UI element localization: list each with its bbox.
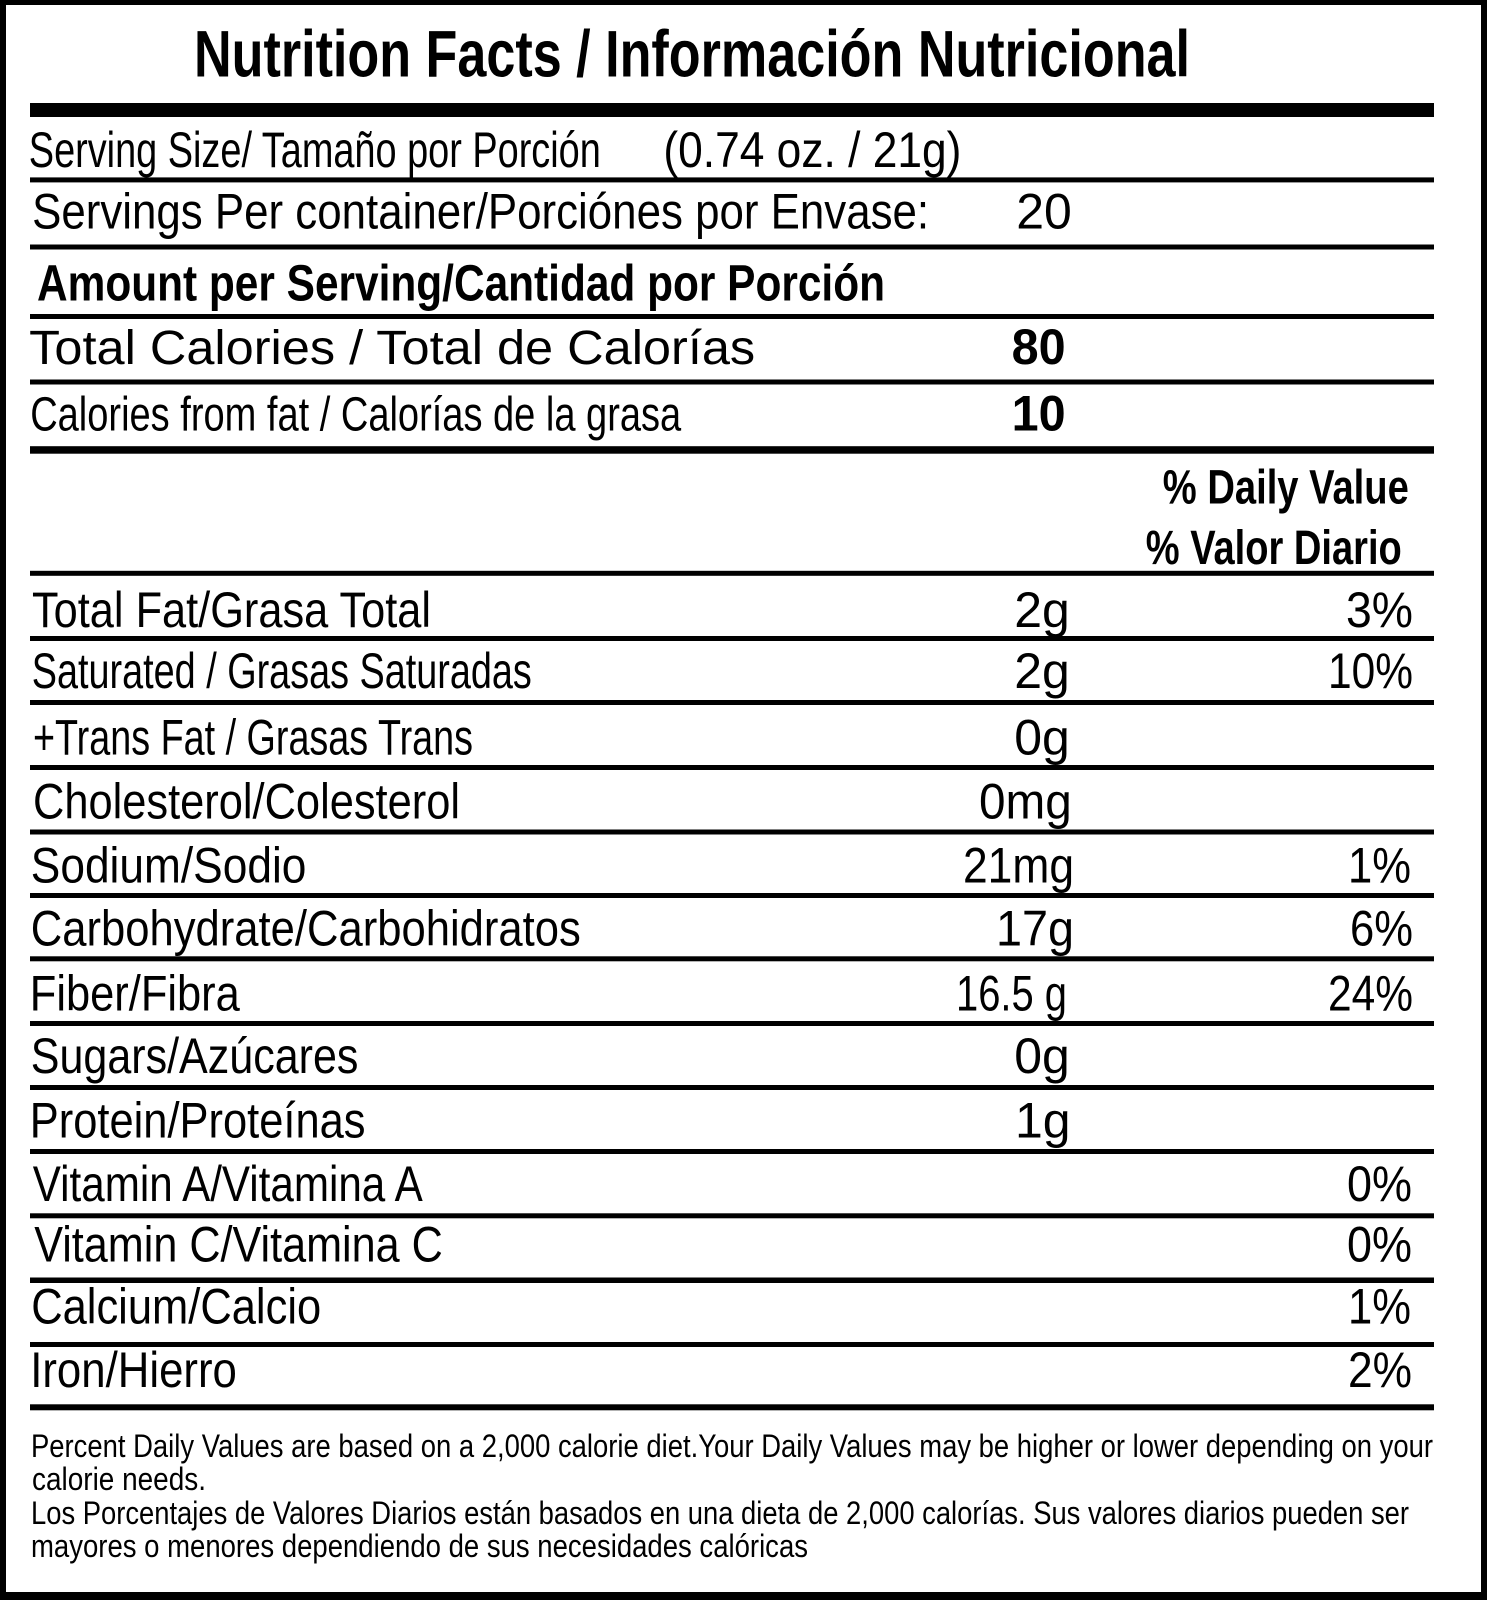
svg-text:0g: 0g bbox=[1014, 1028, 1070, 1084]
svg-text:10%: 10% bbox=[1328, 643, 1413, 699]
svg-text:Percent Daily Values are based: Percent Daily Values are based on a 2,00… bbox=[31, 1428, 1433, 1464]
svg-text:Calcium/Calcio: Calcium/Calcio bbox=[31, 1279, 321, 1335]
svg-text:Vitamin A/Vitamina A: Vitamin A/Vitamina A bbox=[33, 1156, 424, 1212]
svg-text:80: 80 bbox=[1012, 319, 1066, 375]
svg-text:0g: 0g bbox=[1014, 710, 1070, 766]
svg-text:10: 10 bbox=[1012, 385, 1066, 441]
svg-text:0%: 0% bbox=[1347, 1217, 1412, 1273]
svg-text:Los Porcentajes de Valores Dia: Los Porcentajes de Valores Diarios están… bbox=[31, 1495, 1409, 1531]
svg-text:2g: 2g bbox=[1014, 643, 1070, 699]
svg-text:3%: 3% bbox=[1346, 582, 1413, 638]
svg-text:1%: 1% bbox=[1348, 837, 1411, 893]
svg-text:Cholesterol/Colesterol: Cholesterol/Colesterol bbox=[33, 774, 460, 830]
svg-text:calorie needs.: calorie needs. bbox=[32, 1461, 206, 1497]
svg-text:+Trans Fat / Grasas Trans: +Trans Fat / Grasas Trans bbox=[33, 710, 473, 766]
svg-text:Nutrition Facts / Información: Nutrition Facts / Información Nutriciona… bbox=[194, 17, 1190, 91]
svg-text:Sugars/Azúcares: Sugars/Azúcares bbox=[31, 1028, 359, 1084]
svg-text:2g: 2g bbox=[1014, 582, 1070, 638]
svg-text:2%: 2% bbox=[1348, 1342, 1412, 1398]
svg-text:1g: 1g bbox=[1015, 1093, 1071, 1149]
svg-text:Total Calories / Total de Calo: Total Calories / Total de Calorías bbox=[29, 322, 755, 375]
svg-text:0%: 0% bbox=[1347, 1156, 1412, 1212]
svg-text:Protein/Proteínas: Protein/Proteínas bbox=[30, 1093, 366, 1149]
svg-text:16.5 g: 16.5 g bbox=[956, 966, 1067, 1022]
svg-text:Fiber/Fibra: Fiber/Fibra bbox=[30, 966, 240, 1022]
svg-text:Saturated / Grasas Saturadas: Saturated / Grasas Saturadas bbox=[32, 643, 532, 699]
svg-text:mayores o menores dependiendo: mayores o menores dependiendo de sus nec… bbox=[31, 1528, 808, 1564]
svg-text:Servings Per container/Porción: Servings Per container/Porciónes por Env… bbox=[32, 184, 929, 240]
svg-text:0mg: 0mg bbox=[979, 774, 1072, 830]
svg-text:% Valor Diario: % Valor Diario bbox=[1146, 522, 1402, 575]
svg-text:Calories from fat / Calorías d: Calories from fat / Calorías de la grasa bbox=[30, 388, 681, 441]
svg-text:% Daily Value: % Daily Value bbox=[1163, 461, 1409, 514]
svg-text:(0.74 oz. / 21g): (0.74 oz. / 21g) bbox=[663, 122, 961, 178]
svg-text:21mg: 21mg bbox=[963, 837, 1074, 893]
svg-text:Total Fat/Grasa Total: Total Fat/Grasa Total bbox=[32, 582, 431, 638]
svg-text:1%: 1% bbox=[1348, 1279, 1411, 1335]
svg-text:Serving Size/ Tamaño por Porci: Serving Size/ Tamaño por Porción bbox=[29, 122, 601, 178]
svg-text:17g: 17g bbox=[996, 900, 1074, 956]
svg-text:24%: 24% bbox=[1328, 966, 1413, 1022]
svg-text:6%: 6% bbox=[1350, 900, 1413, 956]
svg-text:20: 20 bbox=[1016, 184, 1072, 240]
svg-text:Carbohydrate/Carbohidratos: Carbohydrate/Carbohidratos bbox=[31, 900, 581, 956]
svg-text:Iron/Hierro: Iron/Hierro bbox=[30, 1342, 237, 1398]
svg-text:Sodium/Sodio: Sodium/Sodio bbox=[31, 837, 307, 893]
svg-text:Amount per Serving/Cantidad po: Amount per Serving/Cantidad por Porción bbox=[37, 254, 885, 311]
svg-text:Vitamin C/Vitamina C: Vitamin C/Vitamina C bbox=[34, 1217, 443, 1273]
